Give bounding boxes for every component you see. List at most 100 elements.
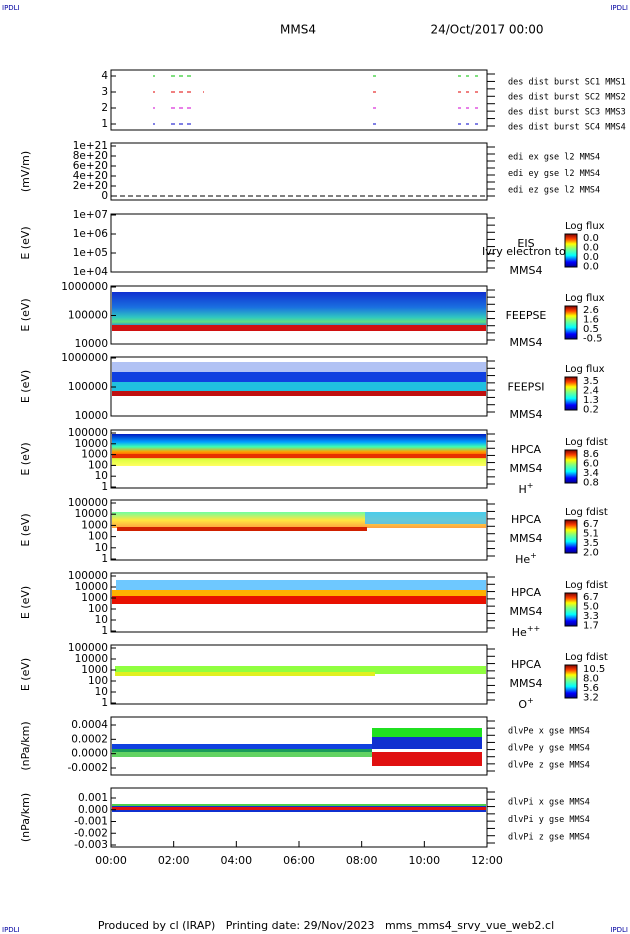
legend-entry: des dist burst SC2 MMS2 bbox=[508, 93, 626, 103]
colorbar-label: 6.7 bbox=[583, 519, 599, 530]
colorbar-title: Log flux bbox=[565, 221, 605, 232]
instrument-label: HPCA bbox=[511, 513, 542, 526]
footer: Produced by cl (IRAP) Printing date: 29/… bbox=[98, 919, 554, 932]
y-tick-label: 10 bbox=[95, 470, 108, 482]
colorbar-label: 2.6 bbox=[583, 305, 599, 316]
colorbar-label: 0.5 bbox=[583, 324, 599, 335]
y-tick-label: 100000 bbox=[68, 642, 108, 654]
instrument-label: MMS4 bbox=[510, 462, 543, 475]
species-label: H+ bbox=[519, 481, 534, 497]
y-tick-label: 1e+05 bbox=[73, 247, 108, 259]
y-tick-label: 1 bbox=[101, 118, 108, 130]
panel-frame bbox=[110, 787, 488, 848]
legend-entry: edi ex gse l2 MMS4 bbox=[508, 153, 600, 163]
legend-entry: des dist burst SC4 MMS4 bbox=[508, 123, 626, 133]
y-label: E (eV) bbox=[19, 298, 32, 331]
y-tick-label: 10000 bbox=[75, 410, 108, 422]
instrument-label: HPCA bbox=[511, 658, 542, 671]
overlay-label: Ivry electron to bbox=[482, 245, 566, 258]
colorbar bbox=[564, 519, 578, 554]
corner-tag: IPDLI bbox=[2, 4, 20, 12]
legend-entry: dlvPe z gse MMS4 bbox=[508, 761, 590, 771]
colorbar-title: Log fdist bbox=[565, 507, 608, 518]
y-label: E (eV) bbox=[19, 442, 32, 475]
instrument-label: EIS bbox=[517, 237, 534, 250]
colorbar-label: 1.3 bbox=[583, 395, 599, 406]
corner-tag: IPDLI bbox=[2, 926, 20, 934]
x-tick-label: 12:00 bbox=[471, 854, 503, 867]
colorbar-label: 3.5 bbox=[583, 538, 599, 549]
colorbar-title: Log fdist bbox=[565, 437, 608, 448]
panel-frame bbox=[110, 213, 488, 273]
y-tick-label: 1 bbox=[101, 553, 108, 565]
legend-entry: des dist burst SC3 MMS3 bbox=[508, 108, 626, 118]
instrument-label: FEEPSE bbox=[506, 309, 547, 322]
instrument-label: MMS4 bbox=[510, 605, 543, 618]
y-label: (mV/m) bbox=[19, 151, 32, 192]
colorbar-label: 5.6 bbox=[583, 683, 599, 694]
x-tick-label: 06:00 bbox=[283, 854, 315, 867]
species-charge: ++ bbox=[527, 624, 540, 633]
y-tick-label: 100000 bbox=[68, 381, 108, 393]
y-tick-label: 0.0004 bbox=[71, 719, 108, 731]
species-base: H bbox=[519, 483, 527, 496]
colorbar-label: 5.0 bbox=[583, 602, 599, 613]
y-tick-label: 100 bbox=[88, 459, 108, 471]
mission: MMS4 bbox=[280, 23, 316, 37]
y-tick-label: 100 bbox=[88, 531, 108, 543]
y-tick-label: 100000 bbox=[68, 497, 108, 509]
y-tick-label: 1 bbox=[101, 481, 108, 493]
legend-entry: dlvPi y gse MMS4 bbox=[508, 815, 590, 825]
legend-entry: dlvPi z gse MMS4 bbox=[508, 833, 590, 843]
species-base: He bbox=[515, 553, 530, 566]
species-label: O+ bbox=[518, 696, 533, 712]
y-tick-label: 100000 bbox=[68, 570, 108, 582]
instrument-label: MMS4 bbox=[510, 264, 543, 277]
colorbar bbox=[564, 376, 578, 411]
y-tick-label: 1000 bbox=[81, 664, 108, 676]
panel-frame bbox=[110, 644, 488, 705]
y-label: E (eV) bbox=[19, 586, 32, 619]
y-tick-label: 100000 bbox=[68, 427, 108, 439]
y-tick-label: 2 bbox=[101, 102, 108, 114]
y-tick-label: 8e+20 bbox=[73, 150, 108, 162]
colorbar-label: 3.5 bbox=[583, 376, 599, 387]
panel-frame bbox=[110, 572, 488, 633]
panel-frame bbox=[110, 69, 488, 131]
plot-imagery bbox=[112, 75, 486, 812]
y-tick-label: 10 bbox=[95, 614, 108, 626]
colorbar-label: 0.0 bbox=[583, 252, 599, 263]
y-tick-label: -0.002 bbox=[74, 827, 108, 839]
y-tick-label: 1000000 bbox=[61, 281, 108, 293]
species-charge: + bbox=[527, 481, 534, 490]
y-tick-label: 3 bbox=[101, 86, 108, 98]
colorbar-title: Log flux bbox=[565, 364, 605, 375]
y-tick-label: 10 bbox=[95, 686, 108, 698]
species-base: O bbox=[518, 698, 527, 711]
species-charge: + bbox=[530, 551, 537, 560]
y-tick-label: 1000 bbox=[81, 449, 108, 461]
x-tick-label: 02:00 bbox=[158, 854, 190, 867]
y-tick-label: 1000 bbox=[81, 519, 108, 531]
colorbar-label: 5.1 bbox=[583, 529, 599, 540]
colorbar-label: -0.5 bbox=[583, 334, 603, 345]
panel-frame bbox=[110, 142, 488, 201]
x-tick-label: 00:00 bbox=[95, 854, 127, 867]
species-label: He++ bbox=[512, 624, 540, 640]
colorbar bbox=[564, 233, 578, 268]
colorbar-title: Log fdist bbox=[565, 580, 608, 591]
panel-frame bbox=[110, 716, 488, 776]
colorbar-title: Log flux bbox=[565, 293, 605, 304]
instrument-label: MMS4 bbox=[510, 336, 543, 349]
colorbar bbox=[564, 305, 578, 340]
y-tick-label: 1 bbox=[101, 625, 108, 637]
colorbar-label: 0.0 bbox=[583, 233, 599, 244]
y-label: E (eV) bbox=[19, 226, 32, 259]
y-tick-label: 1e+04 bbox=[73, 266, 109, 278]
y-tick-label: 10000 bbox=[75, 438, 108, 450]
legend-entry: dlvPi x gse MMS4 bbox=[508, 798, 590, 808]
y-tick-label: -0.003 bbox=[74, 839, 108, 851]
y-tick-label: 10000 bbox=[75, 653, 108, 665]
legend-entry: edi ey gse l2 MMS4 bbox=[508, 169, 600, 179]
